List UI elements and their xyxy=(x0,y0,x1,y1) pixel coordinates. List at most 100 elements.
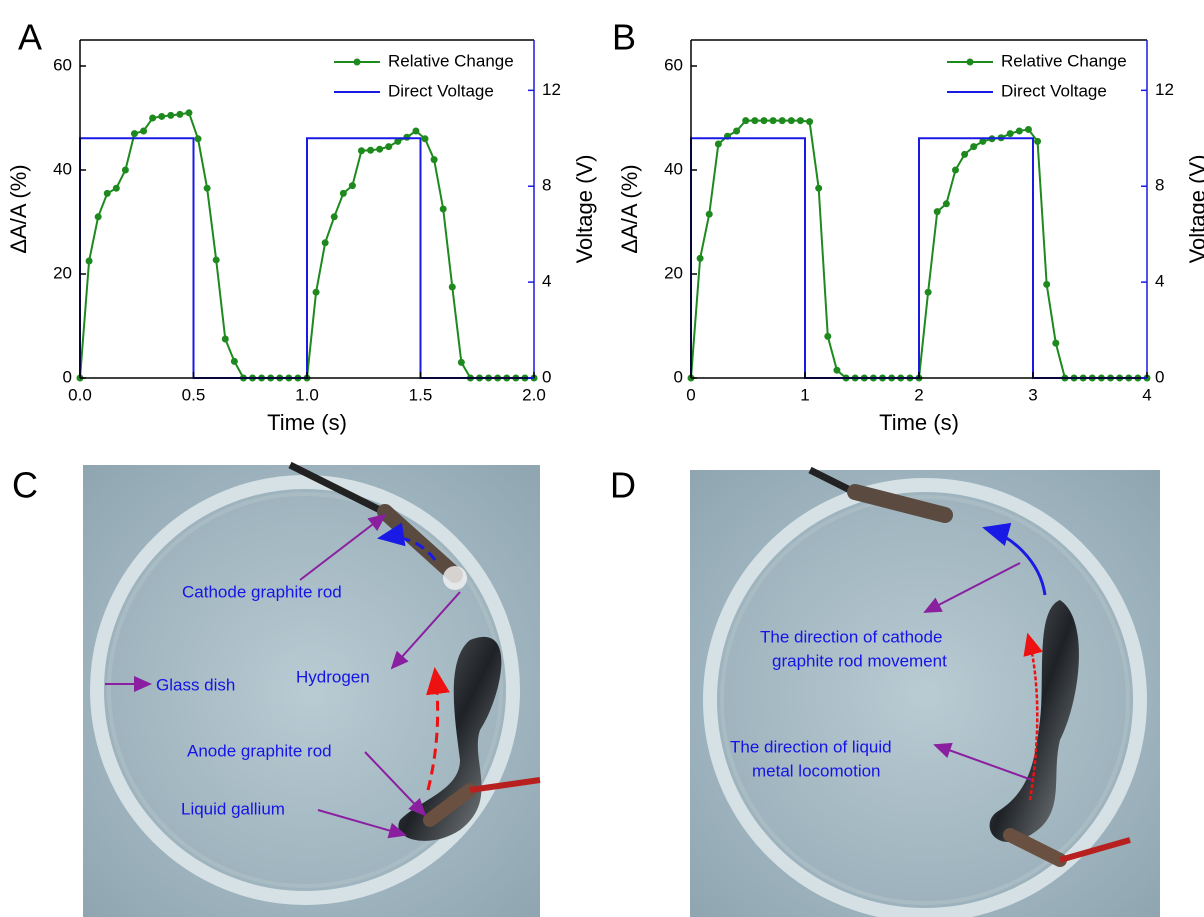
photo-d: The direction of cathode graphite rod mo… xyxy=(690,466,1160,917)
series-line xyxy=(79,137,534,379)
dish-rim xyxy=(703,478,1147,917)
pointer xyxy=(364,751,427,817)
x-tick-label: 0.0 xyxy=(68,385,92,404)
data-point xyxy=(1024,125,1032,133)
pointer xyxy=(933,742,1033,781)
annotation: Cathode graphite rod xyxy=(182,582,342,601)
data-point xyxy=(140,127,148,135)
panel-label: C xyxy=(12,465,38,506)
y2-tick-label: 0 xyxy=(1155,367,1164,386)
y2-tick-label: 12 xyxy=(542,80,561,99)
legend-marker xyxy=(966,58,974,66)
y2-axis-label: Voltage (V) xyxy=(572,155,597,264)
wire-red xyxy=(469,777,541,793)
wire xyxy=(808,466,852,494)
data-point xyxy=(130,130,138,138)
data-point xyxy=(403,133,411,141)
data-point xyxy=(430,156,438,164)
data-point xyxy=(367,146,375,154)
y-tick-label: 20 xyxy=(53,263,72,282)
annotation: Anode graphite rod xyxy=(187,741,332,760)
data-point xyxy=(112,184,120,192)
arrow xyxy=(982,522,1047,596)
y-axis-label: ΔA/A (%) xyxy=(6,164,31,253)
dish-rim xyxy=(90,475,520,905)
x-tick-label: 3 xyxy=(1028,385,1037,404)
data-point xyxy=(221,335,229,343)
data-point xyxy=(769,117,777,125)
data-point xyxy=(833,366,841,374)
data-point xyxy=(385,143,393,151)
data-point xyxy=(321,239,329,247)
data-point xyxy=(357,147,365,155)
data-point xyxy=(924,288,932,296)
cathode-rod xyxy=(847,484,953,523)
legend-label: Relative Change xyxy=(388,51,514,70)
pointer xyxy=(317,809,407,839)
legend-label: Relative Change xyxy=(1001,51,1127,70)
panel-label: A xyxy=(18,17,42,58)
data-point xyxy=(103,189,111,197)
data-point xyxy=(158,112,166,120)
dish-inner-rim xyxy=(720,495,1130,905)
data-point xyxy=(448,283,456,291)
pointer xyxy=(299,513,387,581)
annotation: Glass dish xyxy=(156,675,235,694)
data-point xyxy=(787,117,795,125)
liquid-metal xyxy=(989,600,1079,843)
data-point xyxy=(824,332,832,340)
data-point xyxy=(778,117,786,125)
y-axis-label: ΔA/A (%) xyxy=(617,164,642,253)
wire xyxy=(288,461,382,514)
panel-label: D xyxy=(610,465,636,506)
data-point xyxy=(230,357,238,365)
y-tick-label: 0 xyxy=(674,367,683,386)
y2-axis-label: Voltage (V) xyxy=(1185,155,1204,264)
x-tick-label: 4 xyxy=(1142,385,1151,404)
x-tick-label: 0 xyxy=(686,385,695,404)
annotation: metal locomotion xyxy=(752,761,881,780)
y2-tick-label: 8 xyxy=(1155,176,1164,195)
anode-rod xyxy=(423,783,477,827)
data-point xyxy=(714,140,722,148)
data-point xyxy=(176,110,184,118)
hydrogen xyxy=(443,566,467,590)
legend-marker xyxy=(353,58,361,66)
data-point xyxy=(1006,130,1014,138)
annotation: The direction of cathode xyxy=(760,627,942,646)
data-point xyxy=(696,254,704,262)
data-point xyxy=(760,117,768,125)
x-axis-label: Time (s) xyxy=(879,410,959,435)
data-point xyxy=(961,150,969,158)
x-tick-label: 1.5 xyxy=(409,385,433,404)
data-point xyxy=(203,184,211,192)
data-point xyxy=(149,114,157,122)
legend-label: Direct Voltage xyxy=(388,81,494,100)
dish-inner-rim xyxy=(107,492,503,888)
arrow xyxy=(1023,632,1043,801)
data-point xyxy=(970,143,978,151)
x-tick-label: 1 xyxy=(800,385,809,404)
y-tick-label: 60 xyxy=(664,55,683,74)
data-point xyxy=(796,117,804,125)
arrow xyxy=(377,522,437,561)
data-point xyxy=(439,205,447,213)
data-point xyxy=(979,137,987,145)
x-tick-label: 2 xyxy=(914,385,923,404)
data-point xyxy=(1043,280,1051,288)
annotation: The direction of liquid xyxy=(730,737,892,756)
annotation: Liquid gallium xyxy=(181,799,285,818)
data-point xyxy=(121,166,129,174)
y2-tick-label: 12 xyxy=(1155,80,1174,99)
wire-red xyxy=(1059,837,1131,863)
anode-rod xyxy=(1003,828,1067,867)
data-point xyxy=(457,358,465,366)
data-point xyxy=(94,213,102,221)
y2-tick-label: 0 xyxy=(542,367,551,386)
data-point xyxy=(806,118,814,126)
data-point xyxy=(421,135,429,143)
data-point xyxy=(330,213,338,221)
data-point xyxy=(733,127,741,135)
y-tick-label: 40 xyxy=(53,159,72,178)
